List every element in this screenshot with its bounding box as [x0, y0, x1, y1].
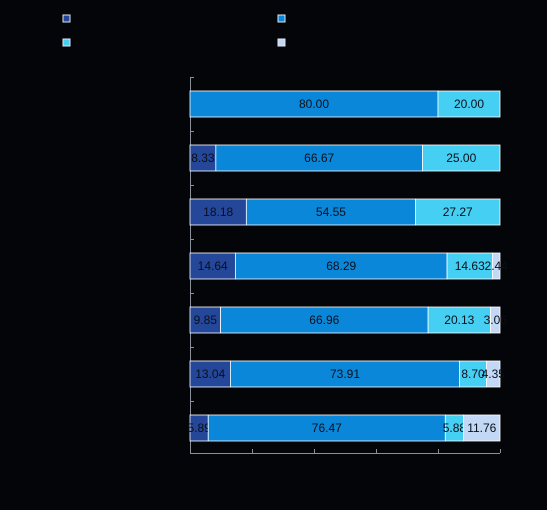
bar-segment: [446, 252, 493, 280]
data-label: 76.47: [312, 421, 342, 435]
data-label: 54.55: [316, 205, 346, 219]
bar-segment: [189, 360, 231, 388]
data-label: 3.06: [484, 313, 508, 327]
bar-segment: [245, 198, 416, 226]
bar-segment: [415, 198, 501, 226]
data-label: 9.85: [194, 313, 218, 327]
bar-segment: [422, 144, 501, 172]
legend-marker-3: [62, 38, 71, 47]
data-label: 5.89: [187, 421, 211, 435]
data-label: 4.35: [482, 367, 506, 381]
data-label: 5.88: [443, 421, 467, 435]
data-label: 66.67: [304, 151, 334, 165]
bar-segment: [234, 252, 448, 280]
data-label: 80.00: [299, 97, 329, 111]
bar-segment: [215, 144, 423, 172]
bar-segment: [459, 360, 487, 388]
bar-segment: [486, 360, 501, 388]
bar-segment: [189, 306, 221, 334]
bar-segment: [189, 144, 217, 172]
legend-marker-1: [62, 14, 71, 23]
bar-segment: [230, 360, 460, 388]
data-label: 8.70: [461, 367, 485, 381]
legend-marker-4: [277, 38, 286, 47]
bar-segment: [463, 414, 501, 442]
bar-segment: [189, 198, 247, 226]
data-label: 2.44: [485, 259, 509, 273]
bars: 80.00 20.00 8.33 66.67 25.00 18.18 54.55 27.27 1…: [187, 90, 509, 442]
bar-segment: [490, 306, 501, 334]
data-label: 11.76: [467, 421, 496, 435]
data-label: 73.91: [330, 367, 360, 381]
bar-segment: [492, 252, 501, 280]
data-label: 13.04: [195, 367, 225, 381]
bar-segment: [437, 90, 501, 118]
data-label: 8.33: [191, 151, 215, 165]
data-label: 14.64: [198, 259, 228, 273]
data-label: 14.63: [455, 259, 485, 273]
bar-segment: [427, 306, 491, 334]
data-label: 18.18: [203, 205, 233, 219]
legend: [62, 14, 286, 47]
bar-segment: [220, 306, 429, 334]
bar-segment: [189, 90, 439, 118]
legend-marker-2: [277, 14, 286, 23]
bar-segment: [189, 252, 236, 280]
data-label: 20.13: [444, 313, 474, 327]
data-label: 66.96: [309, 313, 339, 327]
data-label: 20.00: [454, 97, 484, 111]
data-label: 68.29: [326, 259, 356, 273]
data-label: 25.00: [446, 151, 476, 165]
data-label: 27.27: [443, 205, 473, 219]
